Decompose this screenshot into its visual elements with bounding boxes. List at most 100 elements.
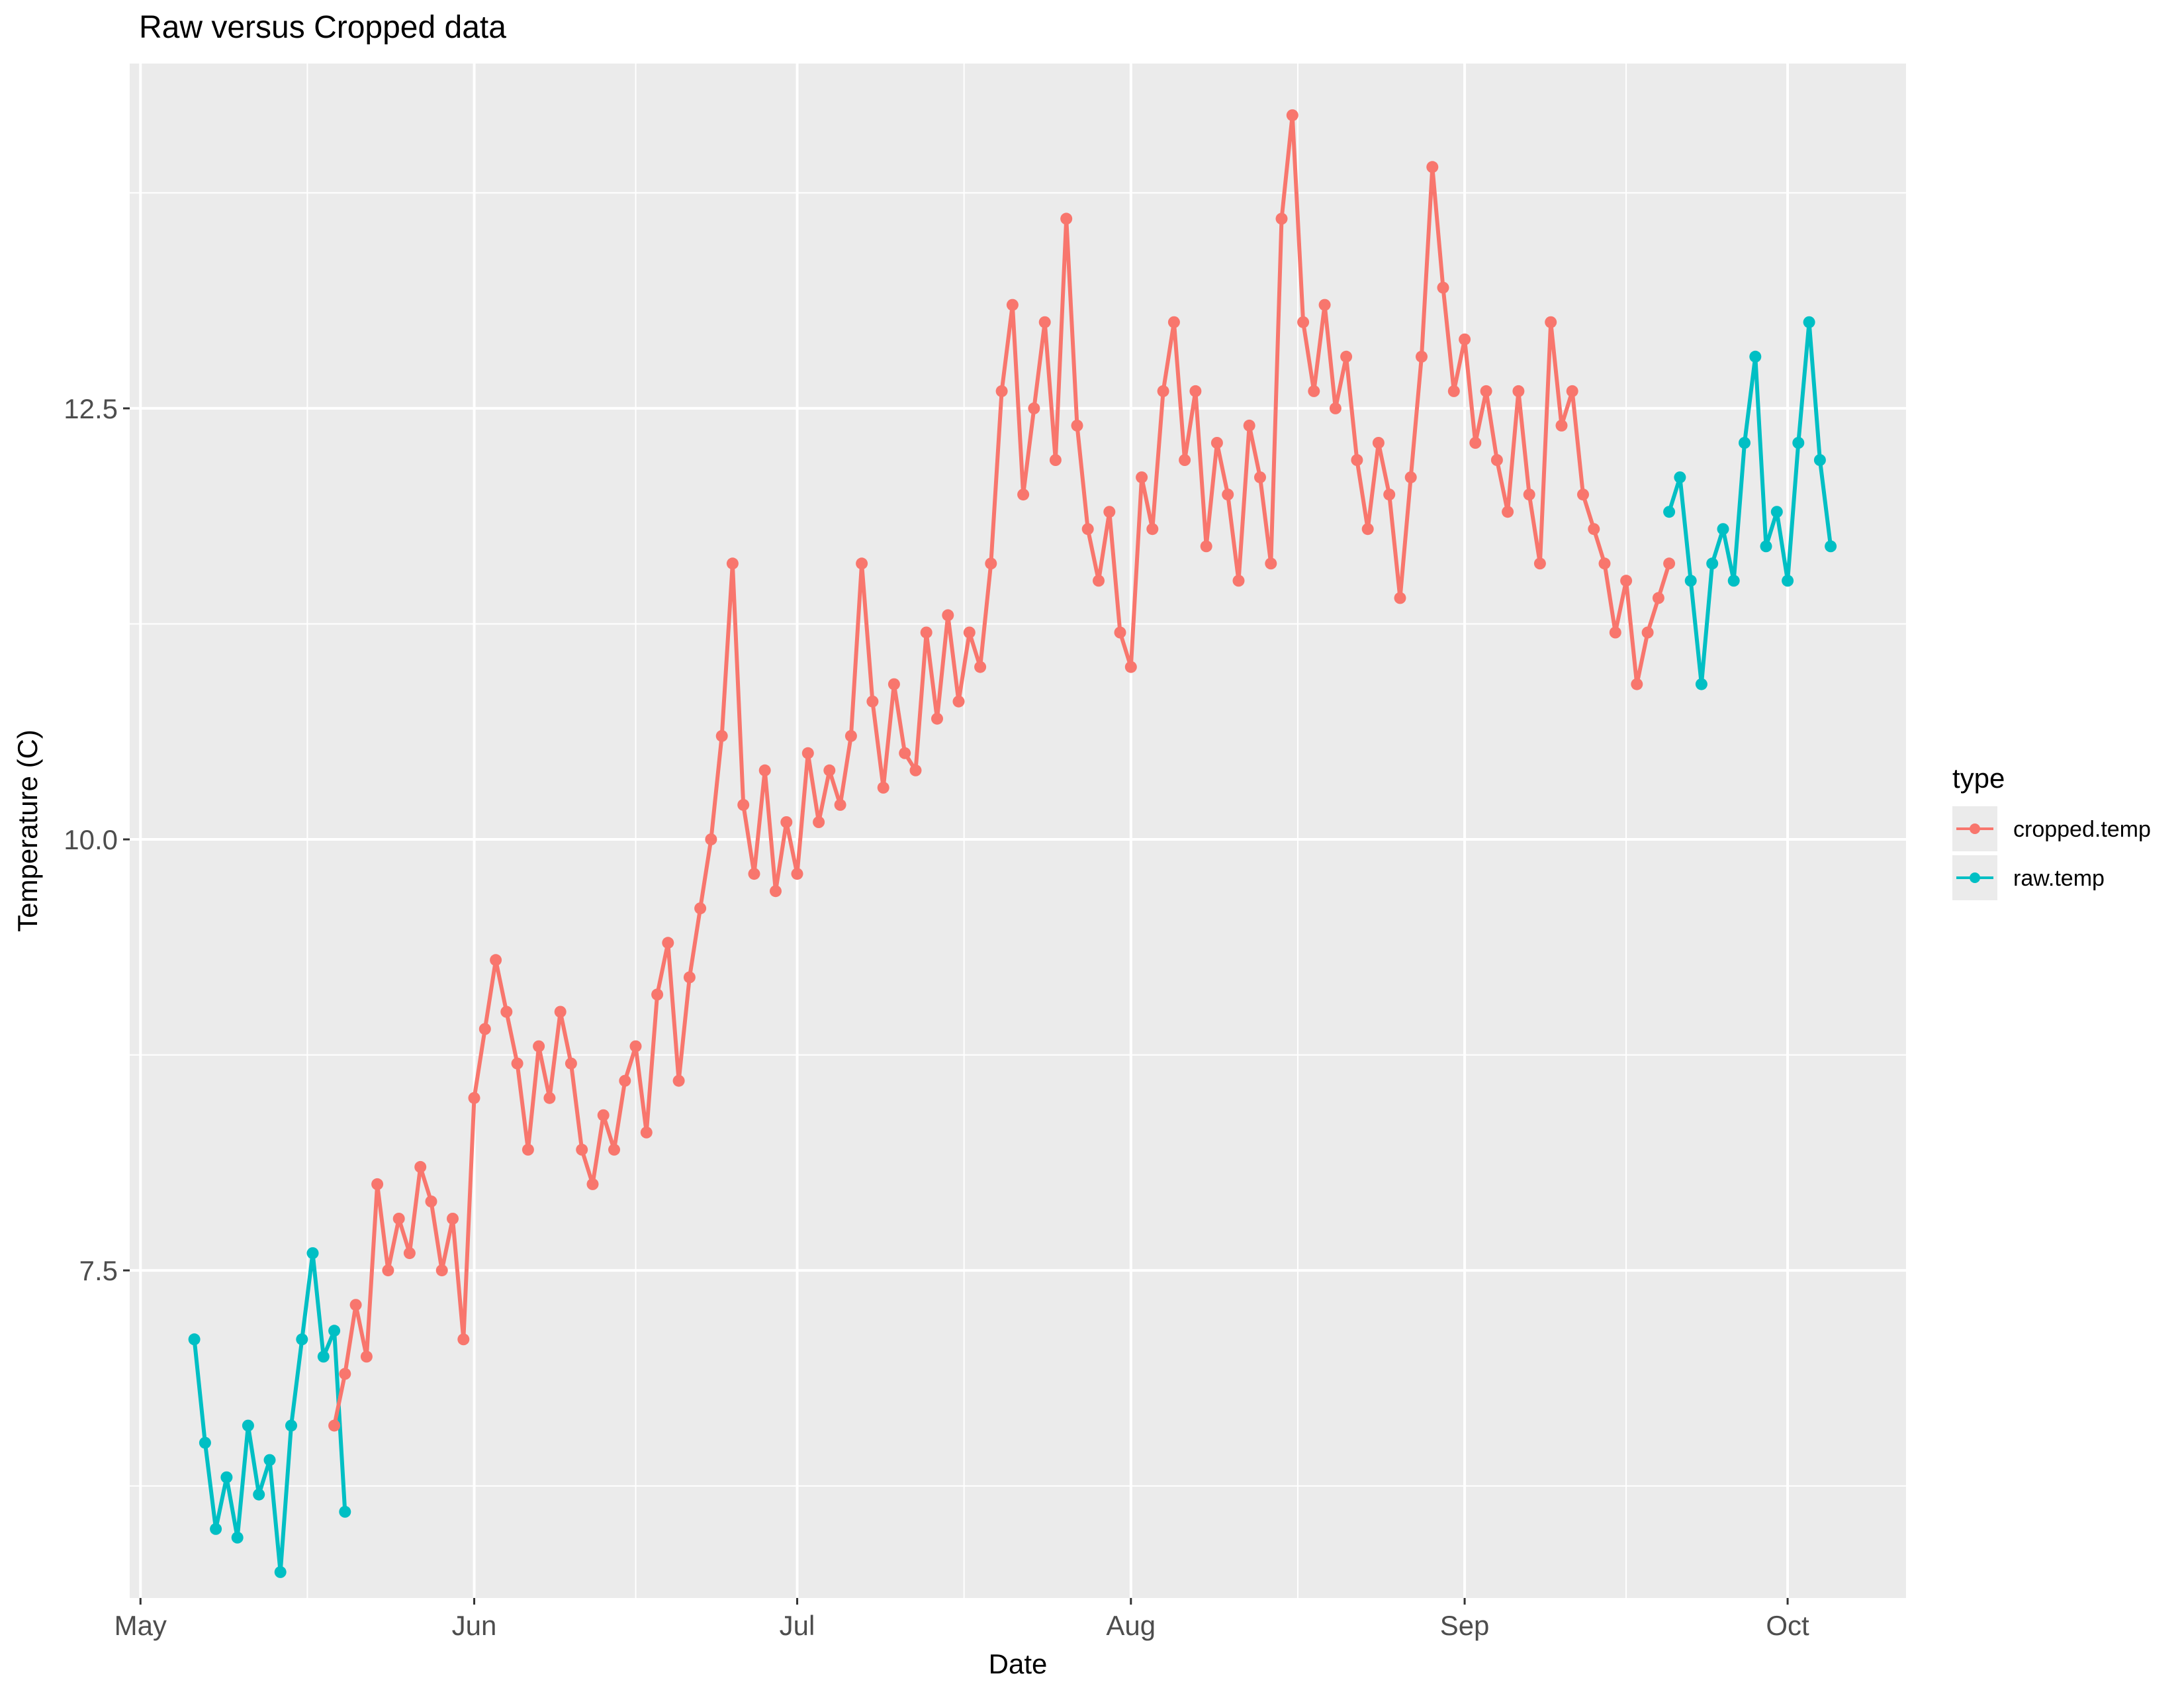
- data-point-raw-temp: [328, 1325, 341, 1337]
- data-point-cropped-temp: [1210, 437, 1223, 449]
- data-point-cropped-temp: [1459, 333, 1471, 346]
- data-point-raw-temp: [253, 1488, 265, 1501]
- data-point-cropped-temp: [1663, 557, 1676, 570]
- data-point-cropped-temp: [1275, 212, 1288, 225]
- series-raw-temp: [188, 316, 1837, 1578]
- data-point-cropped-temp: [715, 729, 728, 742]
- data-point-cropped-temp: [1200, 540, 1212, 553]
- data-point-cropped-temp: [1114, 626, 1126, 639]
- data-point-raw-temp: [1760, 540, 1772, 553]
- data-point-cropped-temp: [1340, 350, 1353, 363]
- data-point-cropped-temp: [554, 1006, 567, 1018]
- data-point-cropped-temp: [1361, 523, 1374, 536]
- data-point-cropped-temp: [1093, 575, 1105, 587]
- legend-label-cropped: cropped.temp: [2013, 817, 2151, 842]
- data-point-cropped-temp: [576, 1143, 588, 1156]
- data-point-cropped-temp: [435, 1264, 448, 1277]
- data-point-cropped-temp: [1028, 402, 1040, 414]
- data-point-raw-temp: [285, 1419, 297, 1432]
- legend-label-raw: raw.temp: [2013, 866, 2105, 891]
- data-point-raw-temp: [1727, 575, 1740, 587]
- data-point-cropped-temp: [1502, 506, 1514, 518]
- data-point-cropped-temp: [425, 1196, 437, 1207]
- data-point-cropped-temp: [705, 833, 717, 845]
- data-point-cropped-temp: [823, 764, 836, 776]
- data-point-raw-temp: [1813, 454, 1826, 466]
- data-point-cropped-temp: [1416, 350, 1428, 363]
- data-point-cropped-temp: [1329, 402, 1342, 414]
- data-point-raw-temp: [210, 1523, 222, 1535]
- data-point-cropped-temp: [683, 971, 696, 984]
- data-point-cropped-temp: [1136, 471, 1148, 484]
- data-point-cropped-temp: [1566, 385, 1578, 397]
- data-point-cropped-temp: [586, 1178, 599, 1190]
- data-point-cropped-temp: [597, 1109, 610, 1121]
- data-point-raw-temp: [263, 1454, 276, 1466]
- legend: type cropped.temp raw.temp: [1952, 763, 2151, 900]
- grid-minor: [130, 64, 1906, 1598]
- x-axis-title: Date: [989, 1648, 1048, 1679]
- data-point-cropped-temp: [500, 1006, 513, 1018]
- x-tick-label: Jun: [452, 1610, 497, 1641]
- data-point-cropped-temp: [1437, 281, 1449, 294]
- data-point-cropped-temp: [447, 1213, 459, 1225]
- series-cropped-temp: [328, 109, 1676, 1432]
- data-point-cropped-temp: [339, 1368, 351, 1380]
- data-point-cropped-temp: [1620, 575, 1633, 587]
- data-point-cropped-temp: [1641, 626, 1654, 639]
- data-point-cropped-temp: [856, 557, 868, 570]
- data-point-cropped-temp: [468, 1092, 480, 1104]
- y-tick-label: 12.5: [64, 393, 118, 424]
- data-point-cropped-temp: [1049, 454, 1062, 466]
- data-point-cropped-temp: [349, 1299, 362, 1311]
- data-point-cropped-temp: [813, 816, 825, 828]
- data-point-cropped-temp: [1318, 299, 1331, 311]
- data-point-cropped-temp: [1469, 437, 1482, 449]
- data-point-cropped-temp: [995, 385, 1008, 397]
- y-tick-label: 10.0: [64, 824, 118, 855]
- data-point-cropped-temp: [1631, 678, 1643, 690]
- data-point-cropped-temp: [672, 1074, 685, 1087]
- data-point-cropped-temp: [1071, 419, 1083, 432]
- data-point-cropped-temp: [1157, 385, 1169, 397]
- x-axis: May Jun Jul Aug Sep Oct: [114, 1598, 1809, 1641]
- data-point-raw-temp: [1825, 540, 1837, 553]
- data-point-cropped-temp: [522, 1143, 534, 1156]
- data-point-cropped-temp: [1372, 437, 1385, 449]
- data-point-cropped-temp: [478, 1023, 491, 1035]
- data-point-raw-temp: [188, 1333, 201, 1346]
- data-point-cropped-temp: [1598, 557, 1611, 570]
- data-point-cropped-temp: [640, 1126, 653, 1139]
- data-point-cropped-temp: [1490, 454, 1503, 466]
- data-point-cropped-temp: [360, 1350, 373, 1363]
- x-tick-label: Aug: [1106, 1610, 1156, 1641]
- data-point-cropped-temp: [1426, 161, 1439, 173]
- data-point-cropped-temp: [1545, 316, 1557, 328]
- data-point-cropped-temp: [1308, 385, 1320, 397]
- data-point-cropped-temp: [748, 868, 760, 880]
- data-point-cropped-temp: [608, 1143, 620, 1156]
- x-tick-label: Jul: [780, 1610, 815, 1641]
- data-point-cropped-temp: [1523, 489, 1535, 501]
- data-point-cropped-temp: [1383, 489, 1396, 501]
- data-point-cropped-temp: [985, 557, 997, 570]
- data-point-cropped-temp: [887, 678, 900, 690]
- data-point-cropped-temp: [866, 695, 879, 708]
- x-tick-label: Sep: [1440, 1610, 1490, 1641]
- data-point-cropped-temp: [457, 1333, 470, 1346]
- data-point-raw-temp: [317, 1350, 330, 1363]
- data-point-raw-temp: [199, 1436, 211, 1449]
- data-point-cropped-temp: [371, 1178, 384, 1190]
- data-point-cropped-temp: [694, 902, 707, 915]
- y-tick-label: 7.5: [79, 1255, 118, 1286]
- data-point-cropped-temp: [770, 885, 782, 898]
- data-point-cropped-temp: [1222, 489, 1234, 501]
- data-point-raw-temp: [1792, 437, 1805, 449]
- series-layer: [188, 109, 1837, 1578]
- data-point-cropped-temp: [392, 1213, 405, 1225]
- data-point-cropped-temp: [1394, 592, 1406, 604]
- data-point-cropped-temp: [758, 764, 771, 776]
- data-point-cropped-temp: [619, 1074, 631, 1087]
- data-point-cropped-temp: [414, 1160, 427, 1173]
- data-point-cropped-temp: [1577, 489, 1589, 501]
